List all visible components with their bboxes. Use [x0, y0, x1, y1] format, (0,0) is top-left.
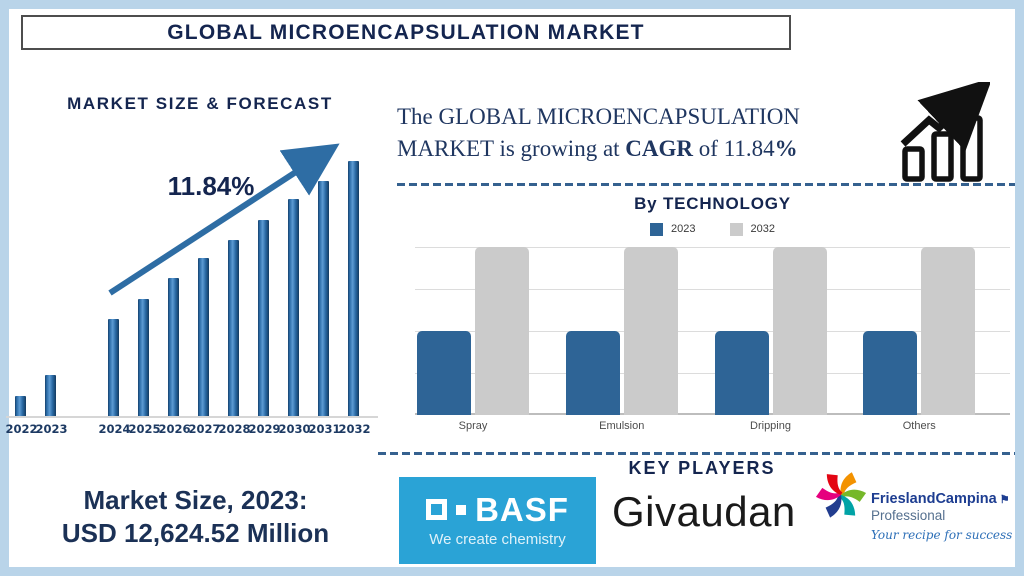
growth-note-line1: The GLOBAL MICROENCAPSULATION: [397, 104, 800, 129]
tech-bar-dripping-2032: [772, 247, 827, 415]
forecast-cagr-label: 11.84%: [167, 171, 255, 201]
key-players-title: KEY PLAYERS: [628, 458, 776, 478]
technology-group-spray: Spray: [415, 247, 564, 432]
forecast-year-label-2022: 2022: [5, 422, 38, 436]
forecast-year-label-2026: 2026: [158, 422, 191, 436]
forecast-year-label-2031: 2031: [308, 422, 341, 436]
technology-group-emulsion: Emulsion: [564, 247, 713, 432]
frieslandcampina-text-block: FrieslandCampina ⚑ Professional Your reci…: [871, 491, 1012, 542]
forecast-axis-line: [6, 416, 378, 418]
basf-wordmark: BASF: [475, 491, 569, 528]
frieslandcampina-tagline: Your recipe for success: [871, 528, 1013, 542]
tech-bar-dripping-2023: [714, 331, 769, 415]
legend-item-2032: 2032: [729, 222, 775, 236]
market-size-line1: Market Size, 2023:: [83, 485, 308, 515]
forecast-bar-2027: [198, 257, 209, 416]
forecast-year-label-2024: 2024: [98, 422, 131, 436]
forecast-year-label-2029: 2029: [248, 422, 281, 436]
tech-bar-others-2032: [921, 247, 976, 415]
legend-label-2032: 2032: [750, 223, 775, 235]
gridline: [415, 373, 1010, 374]
technology-chart-legend: 2023 2032: [415, 220, 1010, 238]
tech-bar-spray-2023: [417, 331, 471, 415]
growth-note-line2: MARKET is growing at CAGR of 11.84%: [397, 135, 798, 161]
frieslandcampina-flag-icon: ⚑: [999, 493, 1010, 506]
legend-swatch-2023: [650, 222, 664, 236]
forecast-bar-2025: [138, 298, 149, 416]
forecast-year-label-2028: 2028: [218, 422, 251, 436]
forecast-bar-2028: [228, 240, 239, 416]
gridline: [415, 247, 1010, 248]
forecast-year-label-2025: 2025: [128, 422, 161, 436]
frieslandcampina-wordmark: FrieslandCampina ⚑: [871, 491, 1010, 507]
market-size-line2: USD 12,624.52 Million: [61, 518, 330, 549]
frieslandcampina-star-icon: [815, 472, 867, 518]
tech-bar-spray-2032: [475, 247, 529, 415]
forecast-bar-2030: [288, 199, 299, 416]
gridline: [415, 331, 1010, 332]
legend-item-2023: 2023: [650, 222, 696, 236]
forecast-bar-chart: 2022 2023 2024 2025 2026 2027 2028 2029 2030 2031…: [6, 121, 378, 451]
forecast-year-label-2032: 2032: [338, 422, 371, 436]
tech-bar-others-2023: [863, 331, 918, 415]
technology-category-label-dripping: Dripping: [750, 420, 791, 432]
technology-category-label-emulsion: Emulsion: [599, 420, 645, 432]
forecast-bar-2024: [108, 319, 119, 416]
market-size-callout: Market Size, 2023: USD 12,624.52 Million: [3, 484, 388, 550]
forecast-bar-2023: [45, 375, 56, 416]
givaudan-logo: Givaudan: [612, 488, 796, 535]
legend-swatch-2032: [729, 222, 743, 236]
forecast-year-label-2027: 2027: [188, 422, 221, 436]
forecast-bar-2026: [168, 278, 179, 416]
frieslandcampina-subtitle: Professional: [871, 508, 946, 523]
technology-group-others: Others: [861, 247, 1010, 432]
basf-dot-icon: [456, 504, 467, 515]
page-title: GLOBAL MICROENCAPSULATION MARKET: [167, 20, 645, 44]
frieslandcampina-logo: FrieslandCampina ⚑ Professional Your reci…: [813, 463, 1018, 563]
legend-label-2023: 2023: [671, 223, 696, 235]
tech-bar-emulsion-2023: [565, 331, 620, 415]
technology-group-dripping: Dripping: [713, 247, 862, 432]
forecast-year-label-2030: 2030: [278, 422, 311, 436]
basf-squares-icon: [426, 499, 448, 520]
technology-category-label-spray: Spray: [458, 420, 488, 432]
forecast-year-label-2023: 2023: [35, 422, 68, 436]
gridline: [415, 289, 1010, 290]
forecast-bar-2032: [348, 161, 359, 416]
dashed-divider-bottom: [378, 452, 1015, 455]
forecast-bar-2022: [15, 395, 26, 416]
basf-tagline: We create chemistry: [429, 531, 566, 548]
forecast-chart-title: MARKET SIZE & FORECAST: [67, 94, 333, 113]
page-title-box: GLOBAL MICROENCAPSULATION MARKET: [21, 15, 791, 50]
forecast-bar-2029: [258, 219, 269, 416]
basf-logo-row: BASF: [426, 493, 569, 526]
growth-bars-arrow-icon: [900, 82, 990, 182]
technology-bar-chart: Spray Emulsion Dripping Others: [415, 247, 1010, 432]
dashed-divider-top: [397, 183, 1015, 186]
tech-bar-emulsion-2032: [623, 247, 678, 415]
forecast-bar-2031: [318, 181, 329, 416]
basf-logo: BASF We create chemistry: [399, 477, 596, 564]
growth-note: The GLOBAL MICROENCAPSULATION MARKET is …: [397, 101, 897, 164]
technology-category-label-others: Others: [902, 420, 936, 432]
technology-chart-title: By TECHNOLOGY: [634, 194, 791, 213]
